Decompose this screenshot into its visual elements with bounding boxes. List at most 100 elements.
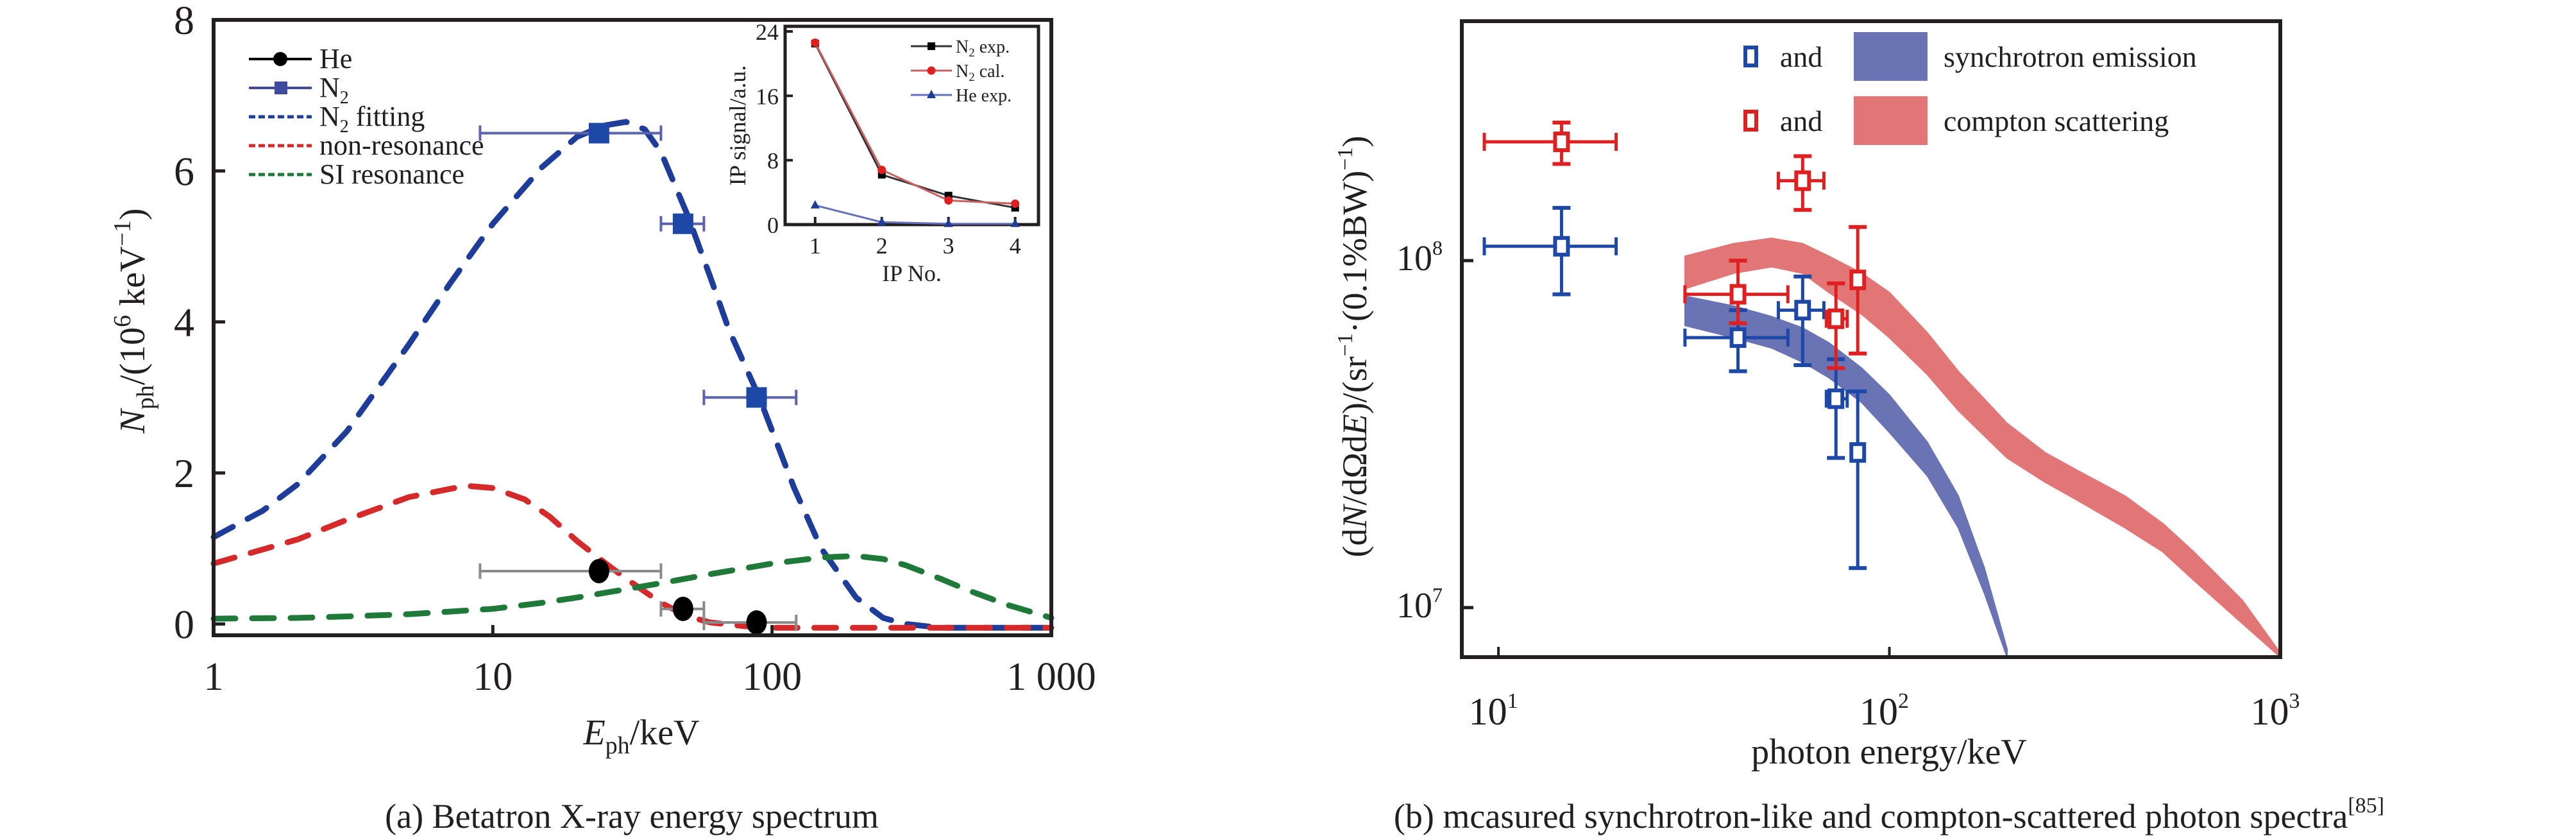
panel-b-plot-area	[1482, 121, 2280, 657]
n2-data-point	[479, 123, 663, 144]
inset-x-tick-label: 3	[943, 233, 954, 259]
panel-a-inset-ip-signal: 0 8 16 24 1 2 3 4 IP No. IP signal/a.u. N2 exp.N2 …	[725, 19, 1040, 286]
he-data-point	[479, 558, 663, 583]
legend-and-text: and	[1780, 105, 1822, 137]
inset-y-axis-label: IP signal/a.u.	[725, 65, 750, 186]
inset-triangle-marker	[1010, 218, 1020, 227]
open-square-marker	[1849, 270, 1867, 291]
open-square-marker	[1553, 236, 1570, 257]
x-tick-label: 103	[2251, 689, 2300, 733]
inset-circle-marker	[1011, 199, 1020, 208]
open-square-marker	[1729, 284, 1747, 305]
inset-legend-label: He exp.	[956, 86, 1012, 106]
inset-legend-label: N2 exp.	[956, 37, 1010, 60]
y-tick-label: 108	[1396, 236, 1443, 279]
x-tick-label: 1	[204, 655, 224, 699]
legend-item-he: He	[249, 43, 352, 74]
circle-marker	[746, 610, 767, 635]
inset-line-n2-cal-	[814, 42, 1015, 205]
panel-b-legend: and synchrotron emission and compton scatte…	[1743, 32, 2197, 145]
inset-legend-square	[928, 42, 935, 50]
inset-frame	[783, 24, 1040, 227]
y-tick-label: 8	[174, 0, 194, 43]
legend-label: SI resonance	[319, 159, 464, 190]
legend-item-n2-fitting: N2 fitting	[249, 101, 425, 137]
legend-label: synchrotron emission	[1944, 40, 2197, 73]
inset-y-tick-label: 24	[756, 19, 779, 45]
legend-label: compton scattering	[1944, 105, 2169, 137]
panel-a-x-axis-label: Eph/keV	[582, 713, 699, 759]
synchrotron-data-point	[1482, 205, 1618, 296]
panel-b-y-axis-label: (dN/dΩdE)/(sr−1·(0.1%BW)−1)	[1334, 136, 1374, 558]
compton-data-point	[1683, 259, 1790, 325]
legend-label: He	[319, 43, 352, 74]
legend-label: non-resonance	[319, 130, 484, 161]
legend-band-swatch	[1854, 96, 1928, 145]
y-tick-label: 2	[174, 450, 194, 496]
panel-a-y-axis-label: Nph/(106 keV−1)	[109, 209, 159, 434]
curve-n2-fitting	[210, 119, 1055, 631]
panel-a-caption: (a) Betatron X-ray energy spectrum	[385, 797, 879, 836]
inset-line-he-exp-	[815, 204, 1015, 225]
n2-data-point	[659, 213, 706, 234]
compton-data-point	[1776, 154, 1826, 212]
synchrotron-data-point	[1824, 357, 1849, 460]
y-tick-label: 6	[174, 148, 194, 194]
inset-x-tick-label: 2	[876, 233, 888, 259]
inset-x-axis-label: IP No.	[882, 261, 942, 286]
curve-non-resonance	[210, 483, 1055, 631]
inset-x-tick-label: 1	[809, 233, 821, 259]
inset-legend-item: N2 exp.	[911, 37, 1010, 60]
circle-marker	[672, 596, 693, 621]
inset-triangle-marker	[944, 218, 953, 227]
curve-si-resonance	[210, 553, 1055, 622]
legend-band-swatch	[1854, 32, 1928, 81]
inset-circle-marker	[944, 196, 953, 205]
square-marker	[588, 123, 609, 144]
synchrotron-data-point	[1849, 389, 1867, 570]
inset-y-tick-label: 8	[767, 148, 779, 174]
compton-data-point	[1849, 225, 1867, 356]
legend-label: N2	[319, 72, 349, 108]
synchrotron-data-point	[1776, 274, 1826, 367]
open-square-marker	[1794, 300, 1811, 321]
legend-item-n2: N2	[249, 72, 349, 108]
y-tick-label: 107	[1396, 583, 1443, 626]
inset-legend-item: N2 cal.	[911, 62, 1004, 84]
n2-data-point	[702, 387, 798, 408]
x-tick-label: 102	[1860, 689, 1909, 733]
panel-b-axes: 101 102 103 107 108	[1396, 19, 2300, 733]
x-tick-label: 100	[742, 655, 802, 699]
inset-legend-triangle	[927, 90, 936, 98]
inset-legend-circle	[927, 66, 936, 75]
legend-and-text: and	[1780, 40, 1822, 73]
legend-item-si-resonance: SI resonance	[249, 159, 464, 190]
square-marker	[672, 213, 693, 234]
panel-b-x-axis-label: photon energy/keV	[1751, 732, 2027, 772]
x-tick-label: 10	[473, 655, 513, 699]
open-square-marker	[1827, 308, 1845, 329]
band-synchrotron-emission	[1684, 295, 2008, 657]
panel-b-caption: (b) mcasured synchrotron-like and compto…	[1394, 794, 2384, 836]
open-square-marker	[1553, 132, 1570, 153]
inset-triangle-marker	[810, 200, 820, 209]
he-data-point	[702, 610, 798, 635]
legend-open-square-marker	[1743, 46, 1758, 67]
open-square-marker	[1827, 388, 1845, 409]
legend-item-compton-scattering: and compton scattering	[1743, 96, 2169, 145]
open-square-marker	[1849, 442, 1867, 463]
legend-square-marker	[275, 81, 287, 94]
inset-triangle-marker	[877, 217, 886, 226]
legend-label: N2 fitting	[319, 101, 425, 137]
y-tick-label: 0	[174, 601, 194, 647]
he-data-point	[659, 596, 706, 621]
x-tick-label: 1 000	[1006, 655, 1096, 699]
compton-data-point	[1482, 121, 1618, 166]
square-marker	[746, 387, 767, 408]
band-compton-scattering	[1684, 237, 2280, 657]
panel-a-plot-area	[210, 119, 1055, 635]
